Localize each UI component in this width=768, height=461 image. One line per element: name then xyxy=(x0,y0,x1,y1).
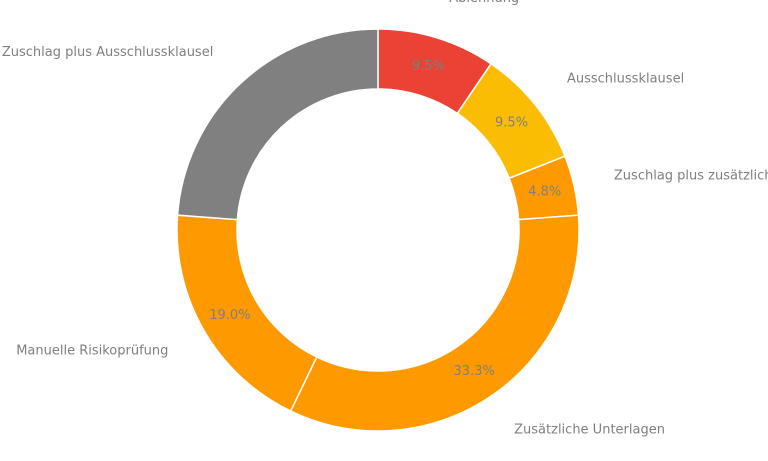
percent-label-3: 4.8% xyxy=(528,184,561,199)
percent-label-1: 9.5% xyxy=(412,59,445,74)
slice-4 xyxy=(289,214,580,432)
slice-6 xyxy=(176,28,379,221)
category-label-2: Ausschlussklausel xyxy=(567,71,684,86)
category-label-3: Zuschlag plus zusätzliche xyxy=(614,169,768,184)
category-label-1: Ablehnung xyxy=(449,0,519,6)
category-labels-group: Ablehnung Ausschlussklausel Zuschlag plus … xyxy=(2,0,768,438)
percent-label-2: 9.5% xyxy=(495,116,528,131)
category-label-5: Manuelle Risikoprüfung xyxy=(16,344,168,359)
percent-label-5: 19.0% xyxy=(209,308,250,323)
percent-label-6: 23.8% xyxy=(241,97,282,112)
percent-label-4: 33.3% xyxy=(454,364,495,379)
slices-group xyxy=(176,28,580,432)
category-label-4: Zusätzliche Unterlagen xyxy=(514,423,665,438)
percent-labels-group: 9.5% 9.5% 4.8% 33.3% 19.0% 23.8% xyxy=(209,59,561,379)
category-label-6: Zuschlag plus Ausschlussklausel xyxy=(2,45,213,60)
